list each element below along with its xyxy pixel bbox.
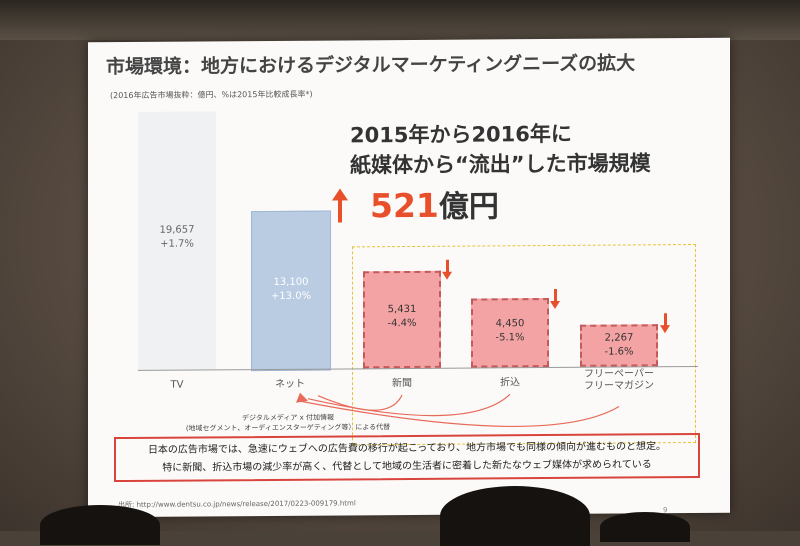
audience-head — [600, 512, 690, 542]
substitution-note-line-2: (地域セグメント、オーディエンスターゲティング等）による代替 — [185, 423, 391, 433]
substitution-flow-arrows — [296, 392, 620, 428]
substitution-note: デジタルメディア x 付加情報 (地域セグメント、オーディエンスターゲティング等… — [168, 412, 408, 434]
conclusion-line-2: 特に新聞、折込市場の減少率が高く、代替として地域の生活者に密着した新たなウェブ媒… — [162, 459, 652, 474]
conclusion-box: 日本の広告市場では、急速にウェブへの広告費の移行が起こっており、地方市場でも同様… — [114, 432, 700, 483]
audience-head — [440, 486, 590, 546]
audience-head — [40, 505, 160, 545]
room-ceiling — [0, 0, 800, 40]
presentation-slide: 市場環境：地方におけるデジタルマーケティングニーズの拡大 (2016年広告市場抜… — [88, 37, 730, 518]
source-note: 出所: http://www.dentsu.co.jp/news/release… — [118, 499, 356, 510]
